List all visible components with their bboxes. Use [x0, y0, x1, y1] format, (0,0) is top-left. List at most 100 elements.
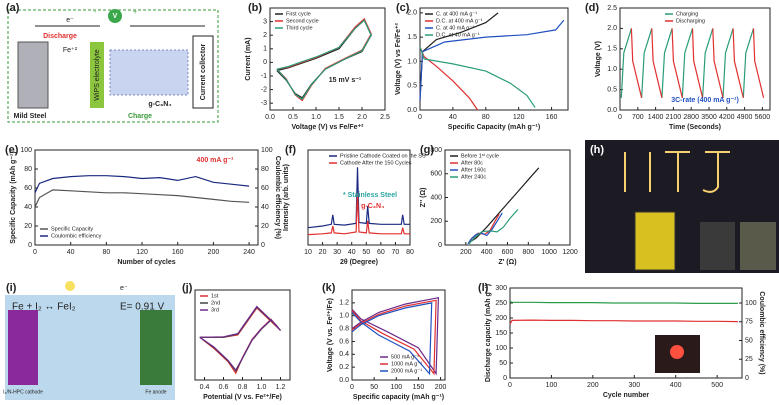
series-line: [351, 296, 440, 376]
legend-label: Before 1ˢᵗ cycle: [461, 152, 499, 159]
series-line: [509, 300, 738, 304]
y-tick-label: 50: [499, 360, 507, 367]
x-tick-label: 40: [67, 249, 75, 256]
x-axis-label: Voltage (V) vs Fe/Fe⁺²: [291, 124, 364, 131]
y-tick-label: 0: [263, 59, 267, 66]
anode: [17, 41, 49, 109]
legend-label: Charging: [676, 11, 698, 17]
x-tick-label: 200: [460, 249, 472, 256]
legend-label: Third cycle: [286, 25, 313, 31]
x-tick-label: 300: [628, 382, 640, 389]
legend-label: Pristine Cathode Coated on the SS: [340, 153, 426, 159]
y2-axis-label: Coulombic efficiency (%): [758, 291, 765, 374]
series-line: [307, 193, 410, 236]
panel-label: (b): [248, 2, 262, 14]
y-tick-label: 1.5: [607, 46, 617, 53]
x-tick-label: 50: [370, 384, 378, 391]
x-tick-label: 80: [102, 249, 110, 256]
voltmeter-label: V: [113, 13, 118, 20]
potential: E= 0.91 V: [120, 302, 165, 313]
plot-frame: [194, 289, 291, 381]
legend-label: Discharging: [676, 18, 705, 24]
voltmeter: [108, 9, 122, 23]
legend-label: After 160c: [461, 167, 486, 173]
cathode-label: g-C₃N₄: [148, 101, 171, 108]
y-tick-label: 400: [430, 194, 442, 201]
y2-axis-label: Coulombic efficiency (%): [274, 156, 281, 239]
x-tick-label: 0: [350, 384, 354, 391]
annotation: * Stainless Steel: [343, 192, 397, 199]
y-tick-label: 80: [24, 166, 32, 173]
x-axis-label: 2θ (Degree): [340, 259, 378, 266]
series-line: [419, 19, 565, 101]
x-tick-label: 0.6: [219, 384, 229, 391]
y2-tick-label: 0: [745, 375, 749, 382]
plot-frame: [307, 149, 411, 246]
x-tick-label: 500: [711, 382, 723, 389]
inset-photo: [700, 222, 735, 270]
x-tick-label: 160: [546, 114, 558, 121]
x-tick-label: 120: [513, 114, 525, 121]
annotation: ♦ g-C₃N₄: [356, 203, 385, 210]
x-tick-label: 0: [418, 114, 422, 121]
x-tick-label: 2.5: [380, 114, 390, 121]
y-tick-label: -1: [261, 73, 267, 80]
y-tick-label: 1.0: [407, 58, 417, 65]
legend-label: After 80c: [461, 160, 483, 166]
y-tick-label: 100: [495, 345, 507, 352]
y-tick-label: 800: [430, 147, 442, 154]
series-line: [351, 299, 437, 376]
x-tick-label: 400: [481, 249, 493, 256]
series-line: [468, 209, 519, 245]
y2-tick-label: 25: [745, 356, 753, 363]
y-axis-label: Discharge capacity (mAh g⁻¹): [485, 284, 492, 382]
diagram-a: V - + e⁻ Discharge Mild Steel Fe⁺² WiPS …: [6, 2, 219, 123]
collector-label: Current collector: [200, 44, 207, 101]
series-line: [34, 175, 250, 194]
x-tick-label: 5600: [755, 114, 771, 121]
y-tick-label: 3: [263, 18, 267, 25]
cathode: [109, 49, 189, 96]
y-tick-label: 1.2: [339, 300, 349, 307]
x-tick-label: 1400: [648, 114, 664, 121]
legend-label: 1st: [211, 293, 219, 299]
x-tick-label: 400: [670, 382, 682, 389]
y-tick-label: 60: [24, 185, 32, 192]
panel-label: (l): [478, 282, 489, 294]
y-axis-label: Current (mA): [245, 37, 252, 80]
x-tick-label: 0.5: [288, 114, 298, 121]
x-tick-label: 40: [348, 249, 356, 256]
plot-frame: [269, 7, 386, 111]
x-tick-label: 2800: [683, 114, 699, 121]
legend-label: 500 mA g⁻¹: [391, 354, 419, 360]
x-tick-label: 0.0: [265, 114, 275, 121]
panel-label: (a): [6, 2, 20, 14]
series-line: [620, 28, 755, 98]
x-tick-label: 1000: [541, 249, 557, 256]
inset-photo: [740, 222, 776, 270]
y-tick-label: 200: [430, 218, 442, 225]
x-tick-label: 4900: [737, 114, 753, 121]
ion-label: Fe⁺²: [63, 47, 78, 54]
y-tick-label: 1.0: [339, 313, 349, 320]
x-axis-label: Z' (Ω): [498, 259, 516, 266]
y-tick-label: 200: [495, 315, 507, 322]
x-tick-label: 10: [304, 249, 312, 256]
multimeter: [634, 211, 676, 271]
series-line: [419, 46, 479, 111]
x-tick-label: 150: [413, 384, 425, 391]
panel-label: (c): [396, 2, 410, 14]
legend-label: Second cycle: [286, 18, 319, 24]
discharge-label: Discharge: [43, 33, 77, 40]
plot-frame: [509, 287, 743, 379]
y-tick-label: 0.2: [339, 364, 349, 371]
x-tick-label: 200: [435, 384, 447, 391]
y-tick-label: 0: [503, 375, 507, 382]
plus-sign: +: [133, 9, 137, 16]
annotation: 3C-rate (400 mA g⁻¹): [671, 97, 739, 104]
y-tick-label: 250: [495, 300, 507, 307]
y-tick-label: 2: [263, 32, 267, 39]
plot-frame: [419, 7, 569, 111]
x-axis-label: Cycle number: [603, 392, 650, 399]
y-tick-label: 0: [438, 242, 442, 249]
